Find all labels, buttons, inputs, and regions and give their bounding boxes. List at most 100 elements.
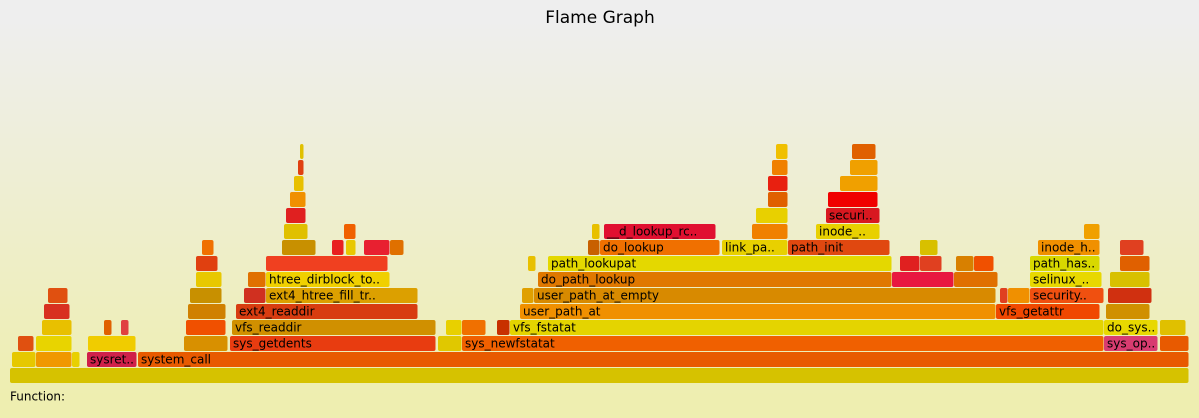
frame[interactable] — [604, 224, 716, 239]
frame[interactable] — [300, 144, 304, 159]
frame[interactable] — [12, 352, 36, 367]
frame[interactable] — [462, 336, 1104, 351]
frame[interactable] — [190, 288, 222, 303]
frame[interactable] — [36, 336, 72, 351]
frame[interactable] — [1030, 256, 1100, 271]
frame[interactable] — [850, 160, 878, 175]
frame[interactable] — [438, 336, 462, 351]
frame[interactable] — [87, 352, 137, 367]
frame[interactable] — [900, 256, 920, 271]
frame[interactable] — [538, 272, 892, 287]
frame[interactable] — [756, 208, 788, 223]
frame[interactable] — [1106, 304, 1150, 319]
frame[interactable] — [956, 256, 974, 271]
frame[interactable] — [548, 256, 892, 271]
frame[interactable] — [248, 272, 266, 287]
frame[interactable] — [186, 320, 226, 335]
frame[interactable] — [121, 320, 129, 335]
frame[interactable] — [286, 208, 306, 223]
frame[interactable] — [44, 304, 70, 319]
frame[interactable] — [196, 272, 222, 287]
frame[interactable] — [588, 240, 600, 255]
frame[interactable] — [42, 320, 72, 335]
frame[interactable] — [1030, 272, 1102, 287]
frame[interactable] — [184, 336, 228, 351]
frame[interactable] — [284, 224, 308, 239]
frame-label: path_init — [791, 241, 844, 255]
frame[interactable] — [788, 240, 890, 255]
frame[interactable] — [266, 288, 418, 303]
frame[interactable] — [1008, 288, 1030, 303]
frame[interactable] — [816, 224, 880, 239]
frame[interactable] — [446, 320, 462, 335]
frame[interactable] — [520, 304, 996, 319]
frame[interactable] — [104, 320, 112, 335]
frame[interactable] — [1160, 320, 1186, 335]
frame[interactable] — [138, 352, 1189, 367]
frame[interactable] — [600, 240, 720, 255]
frame[interactable] — [282, 240, 316, 255]
frame[interactable] — [534, 288, 996, 303]
frame[interactable] — [36, 352, 72, 367]
frame[interactable] — [510, 320, 1104, 335]
frame[interactable] — [1108, 288, 1152, 303]
frame[interactable] — [72, 352, 80, 367]
frame[interactable] — [188, 304, 226, 319]
frame[interactable] — [1110, 272, 1150, 287]
frame[interactable] — [1038, 240, 1100, 255]
frame[interactable] — [236, 304, 418, 319]
frame[interactable] — [390, 240, 404, 255]
frame[interactable] — [522, 288, 534, 303]
frame[interactable] — [48, 288, 68, 303]
frame[interactable] — [592, 224, 600, 239]
frame[interactable] — [920, 240, 938, 255]
frame[interactable] — [497, 320, 510, 335]
frame[interactable] — [88, 336, 136, 351]
frame[interactable] — [768, 176, 788, 191]
frame[interactable] — [344, 224, 356, 239]
frame[interactable] — [18, 336, 34, 351]
frame[interactable] — [1084, 224, 1100, 239]
frame[interactable] — [826, 208, 880, 223]
frame[interactable] — [10, 368, 1189, 383]
frame[interactable] — [776, 144, 788, 159]
frame[interactable] — [772, 160, 788, 175]
frame[interactable] — [852, 144, 876, 159]
frame[interactable] — [1104, 320, 1158, 335]
frame[interactable] — [364, 240, 390, 255]
frame[interactable] — [230, 336, 436, 351]
frame-label: selinux_.. — [1033, 273, 1089, 287]
frame[interactable] — [462, 320, 486, 335]
frame[interactable] — [768, 192, 788, 207]
frame[interactable] — [196, 256, 218, 271]
frame[interactable] — [290, 192, 306, 207]
frame[interactable] — [892, 272, 954, 287]
frame[interactable] — [1030, 288, 1104, 303]
frame[interactable] — [346, 240, 356, 255]
frame[interactable] — [722, 240, 788, 255]
frame[interactable] — [332, 240, 344, 255]
frame[interactable] — [828, 192, 878, 207]
frame[interactable] — [244, 288, 266, 303]
frame-label: ext4_htree_fill_tr.. — [269, 289, 376, 303]
frame[interactable] — [920, 256, 942, 271]
frame-label: securi.. — [829, 209, 873, 223]
frame[interactable] — [1000, 288, 1008, 303]
frame[interactable] — [1160, 336, 1189, 351]
frame[interactable] — [1120, 256, 1150, 271]
frame[interactable] — [752, 224, 788, 239]
frame[interactable] — [298, 160, 304, 175]
frame[interactable] — [266, 272, 390, 287]
frame[interactable] — [1104, 336, 1158, 351]
frame[interactable] — [202, 240, 214, 255]
frame[interactable] — [1120, 240, 1144, 255]
frame[interactable] — [232, 320, 436, 335]
frame[interactable] — [840, 176, 878, 191]
frame[interactable] — [528, 256, 536, 271]
frame[interactable] — [974, 256, 994, 271]
frame[interactable] — [996, 304, 1100, 319]
frame[interactable] — [954, 272, 998, 287]
frame[interactable] — [294, 176, 304, 191]
frame[interactable] — [266, 256, 388, 271]
